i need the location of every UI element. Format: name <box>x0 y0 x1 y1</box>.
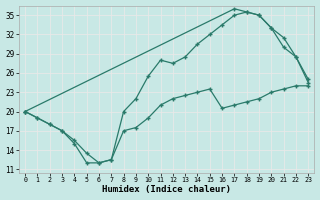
X-axis label: Humidex (Indice chaleur): Humidex (Indice chaleur) <box>102 185 231 194</box>
